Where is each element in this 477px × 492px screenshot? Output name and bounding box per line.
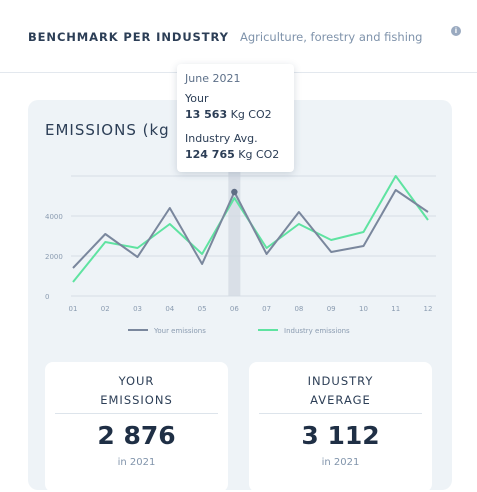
your-emissions-label-line2: EMISSIONS [100,393,173,407]
highlight-band [228,166,241,296]
industry-average-label: INDUSTRY AVERAGE [249,372,432,410]
your-emissions-label: YOUR EMISSIONS [45,372,228,410]
industry-average-label-line2: AVERAGE [310,393,371,407]
x-tick-label: 03 [133,305,142,313]
page-title: BENCHMARK PER INDUSTRY [28,30,229,44]
card-title: EMISSIONS (kg [45,121,170,139]
industry-average-value: 3 112 [301,421,380,450]
emissions-chart: 0 2000 4000 01 02 03 04 05 06 07 08 09 10 11 12 Your em… [45,166,436,335]
tooltip-month: June 2021 [185,72,241,85]
tooltip-industry-unit: Kg CO2 [238,148,280,161]
header: BENCHMARK PER INDUSTRY Agriculture, fore… [0,0,477,73]
highlight-point [231,188,238,196]
x-tick-label: 12 [424,305,433,313]
x-tick-label: 04 [165,305,174,313]
x-tick-label: 06 [230,305,239,313]
tooltip-your-label: Your [185,92,209,105]
your-emissions-value: 2 876 [97,421,176,450]
your-emissions-period: in 2021 [117,457,156,468]
chart-tooltip: June 2021 Your 13 563 Kg CO2 Industry Av… [177,64,294,172]
legend-label: Industry emissions [284,327,350,335]
tooltip-your-value: 13 563 [185,108,228,121]
x-tick-label: 01 [69,305,78,313]
divider [259,413,422,414]
x-tick-label: 09 [327,305,336,313]
divider [55,413,218,414]
series-line-your [72,189,429,269]
x-tick-label: 07 [262,305,271,313]
tooltip-industry-label: Industry Avg. [185,132,258,145]
x-tick-label: 08 [294,305,303,313]
y-tick-label: 0 [45,293,49,301]
x-tick-label: 10 [359,305,368,313]
your-emissions-label-line1: YOUR [118,374,155,388]
industry-selector[interactable]: Agriculture, forestry and fishing [240,30,423,44]
x-tick-label: 02 [101,305,110,313]
industry-average-label-line1: INDUSTRY [307,374,374,388]
tooltip-industry-value: 124 765 [185,148,235,161]
info-icon[interactable]: i [451,26,461,36]
industry-average-period: in 2021 [321,457,360,468]
y-tick-label: 4000 [45,213,63,221]
tooltip-your-value-line: 13 563 Kg CO2 [185,108,272,121]
y-tick-label: 2000 [45,253,63,261]
x-tick-label: 05 [198,305,207,313]
x-tick-label: 11 [391,305,400,313]
your-emissions-card: YOUR EMISSIONS 2 876 in 2021 [45,362,228,492]
series-line-industry [72,175,429,283]
legend-label: Your emissions [153,327,206,335]
industry-average-card: INDUSTRY AVERAGE 3 112 in 2021 [249,362,432,492]
tooltip-your-unit: Kg CO2 [230,108,272,121]
tooltip-industry-value-line: 124 765 Kg CO2 [185,148,279,161]
